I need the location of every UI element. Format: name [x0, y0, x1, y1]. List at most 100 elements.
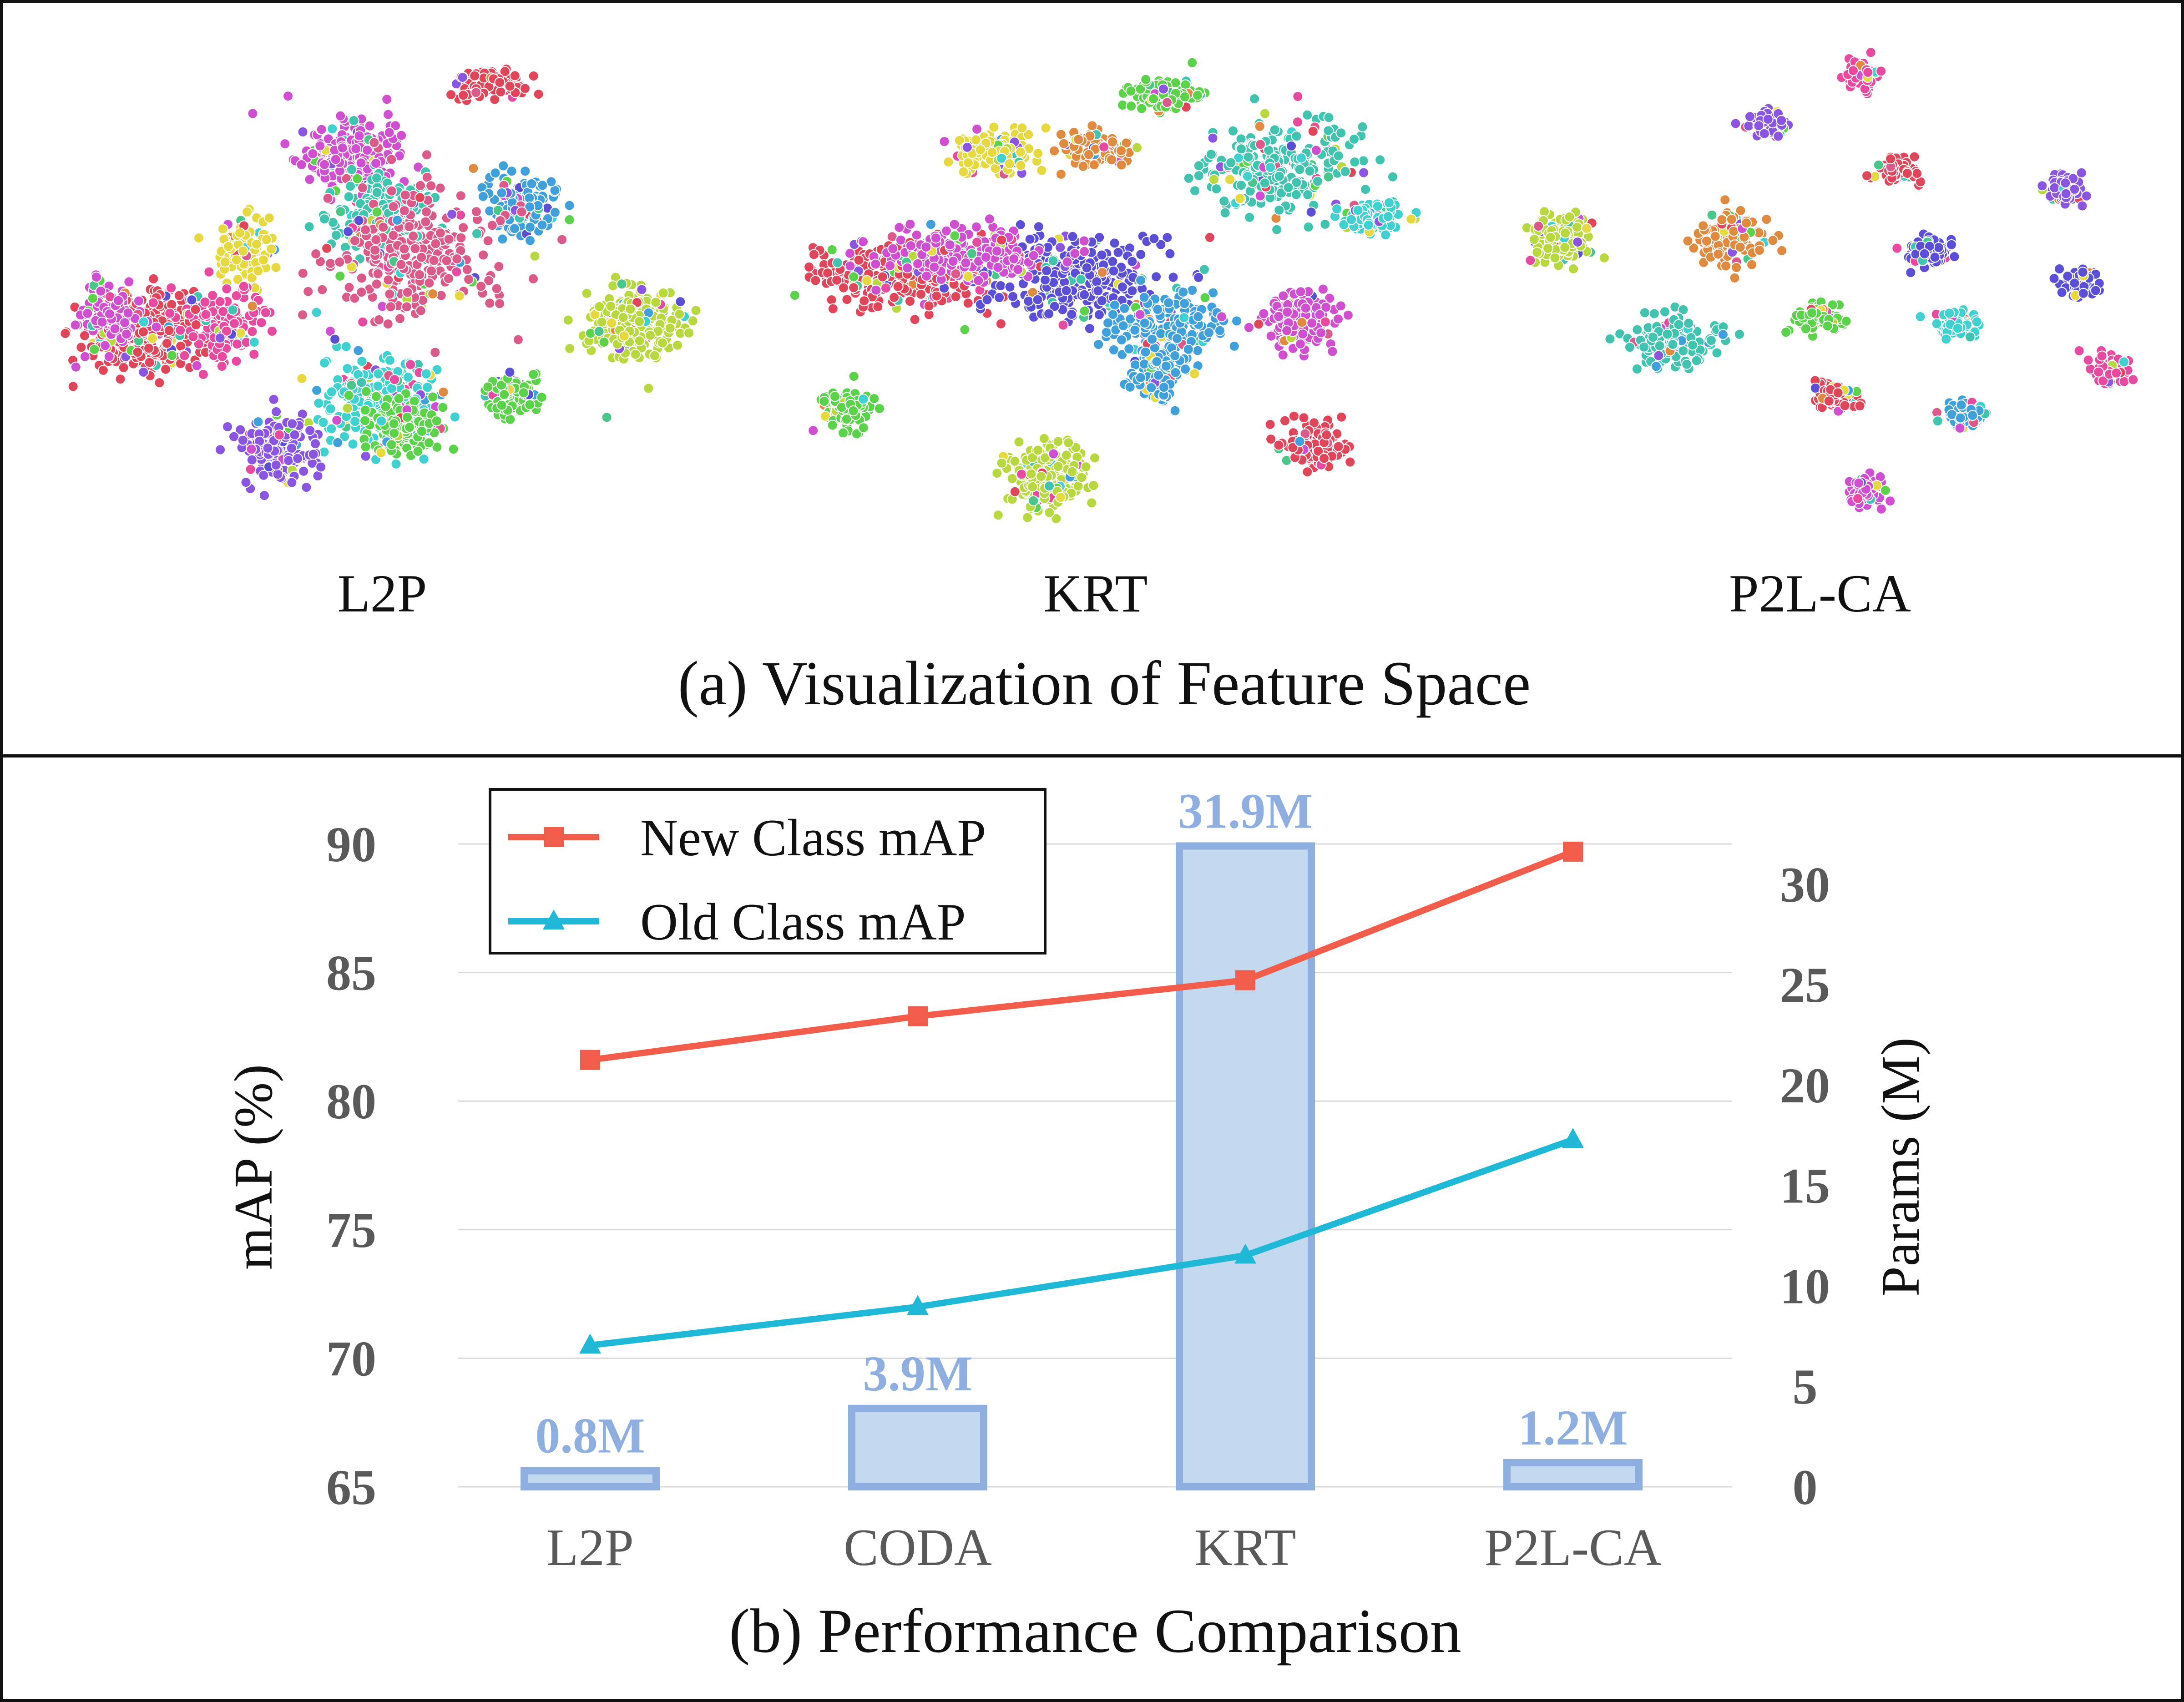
scatter-point [1274, 171, 1285, 182]
scatter-point [848, 271, 859, 283]
scatter-point [1265, 330, 1277, 342]
scatter-point [247, 300, 258, 312]
scatter-point [296, 373, 308, 384]
scatter-point [222, 241, 234, 252]
scatter-point [594, 301, 605, 312]
scatter-point [1323, 112, 1335, 123]
scatter-point [1320, 218, 1331, 230]
scatter-point [186, 294, 197, 306]
scatter-point [1271, 224, 1283, 235]
scatter-point [1335, 127, 1347, 139]
scatter-point [388, 230, 399, 241]
scatter-point [482, 235, 494, 247]
scatter-point [1380, 229, 1391, 241]
scatter-point [396, 130, 407, 141]
scatter-point [383, 274, 394, 286]
scatter-point [618, 330, 630, 342]
scatter-point [562, 314, 574, 326]
scatter-point [1127, 256, 1138, 267]
scatter-point [356, 356, 368, 367]
scatter-point [1089, 452, 1100, 464]
scatter-point [228, 431, 240, 442]
scatter-point [858, 394, 869, 405]
scatter-point [675, 296, 686, 308]
scatter-point [1199, 292, 1211, 303]
scatter-point [564, 343, 576, 354]
scatter-point [1375, 154, 1386, 166]
scatter-point [258, 254, 269, 266]
scatter-point [319, 159, 330, 170]
scatter-point [1333, 441, 1344, 452]
scatter-point [1088, 159, 1100, 171]
scatter-point [506, 166, 517, 177]
scatter-point [971, 123, 983, 135]
scatter-point [313, 398, 324, 409]
scatter-point [227, 304, 238, 316]
scatter-point [370, 234, 382, 245]
scatter-point [310, 438, 321, 449]
scatter-point [1069, 248, 1081, 259]
scatter-point [496, 399, 507, 411]
scatter-point [939, 136, 950, 147]
scatter-point [329, 333, 341, 345]
scatter-point [96, 316, 108, 328]
scatter-group-l2p [60, 64, 702, 501]
scatter-point [826, 244, 838, 255]
scatter-point [1081, 262, 1092, 273]
scatter-point [237, 434, 248, 446]
scatter-point [402, 412, 413, 423]
scatter-point [477, 191, 489, 202]
scatter-point [478, 249, 489, 261]
scatter-point [375, 447, 387, 459]
scatter-point [1117, 320, 1129, 332]
scatter-point [1009, 455, 1021, 467]
scatter-point [256, 317, 267, 328]
scatter-point [1331, 203, 1343, 215]
scatter-point [147, 333, 158, 344]
scatter-point [415, 180, 426, 191]
scatter-point [251, 238, 262, 250]
scatter-point [1032, 148, 1044, 159]
scatter-point [1108, 265, 1119, 277]
scatter-point [448, 444, 459, 455]
scatter-point [549, 207, 561, 218]
scatter-point [1294, 436, 1305, 447]
scatter-point [415, 305, 426, 316]
scatter-point [497, 233, 508, 245]
scatter-point [1307, 126, 1319, 137]
scatter-point [151, 321, 162, 333]
scatter-point [525, 235, 536, 246]
scatter-point [988, 121, 1000, 133]
scatter-point [369, 137, 380, 148]
scatter-point [231, 355, 242, 367]
scatter-point [238, 281, 249, 292]
scatter-point [1170, 367, 1181, 378]
scatter-point [995, 280, 1006, 291]
scatter-point [60, 328, 71, 339]
scatter-point [649, 350, 660, 361]
scatter-point [1187, 285, 1198, 296]
scatter-point [123, 276, 135, 288]
scatter-point [657, 288, 669, 298]
scatter-point [1323, 171, 1334, 182]
scatter-point [311, 384, 323, 396]
scatter-point [197, 369, 209, 380]
scatter-point [315, 461, 327, 473]
scatter-point [381, 94, 393, 105]
scatter-point [82, 308, 93, 319]
scatter-point [874, 403, 885, 414]
scatter-point [1243, 322, 1254, 333]
scatter-point [1096, 249, 1107, 261]
scatter-point [496, 187, 507, 198]
scatter-point [451, 253, 463, 264]
scatter-point [1254, 121, 1265, 132]
scatter-point [1349, 133, 1360, 145]
scatter-point [347, 439, 359, 449]
scatter-point [229, 318, 240, 329]
scatter-point [408, 230, 419, 242]
scatter-point [173, 290, 185, 301]
scatter-point [1295, 286, 1306, 298]
scatter-point [371, 172, 382, 184]
scatter-point [1101, 327, 1112, 338]
scatter-point [1084, 323, 1095, 334]
